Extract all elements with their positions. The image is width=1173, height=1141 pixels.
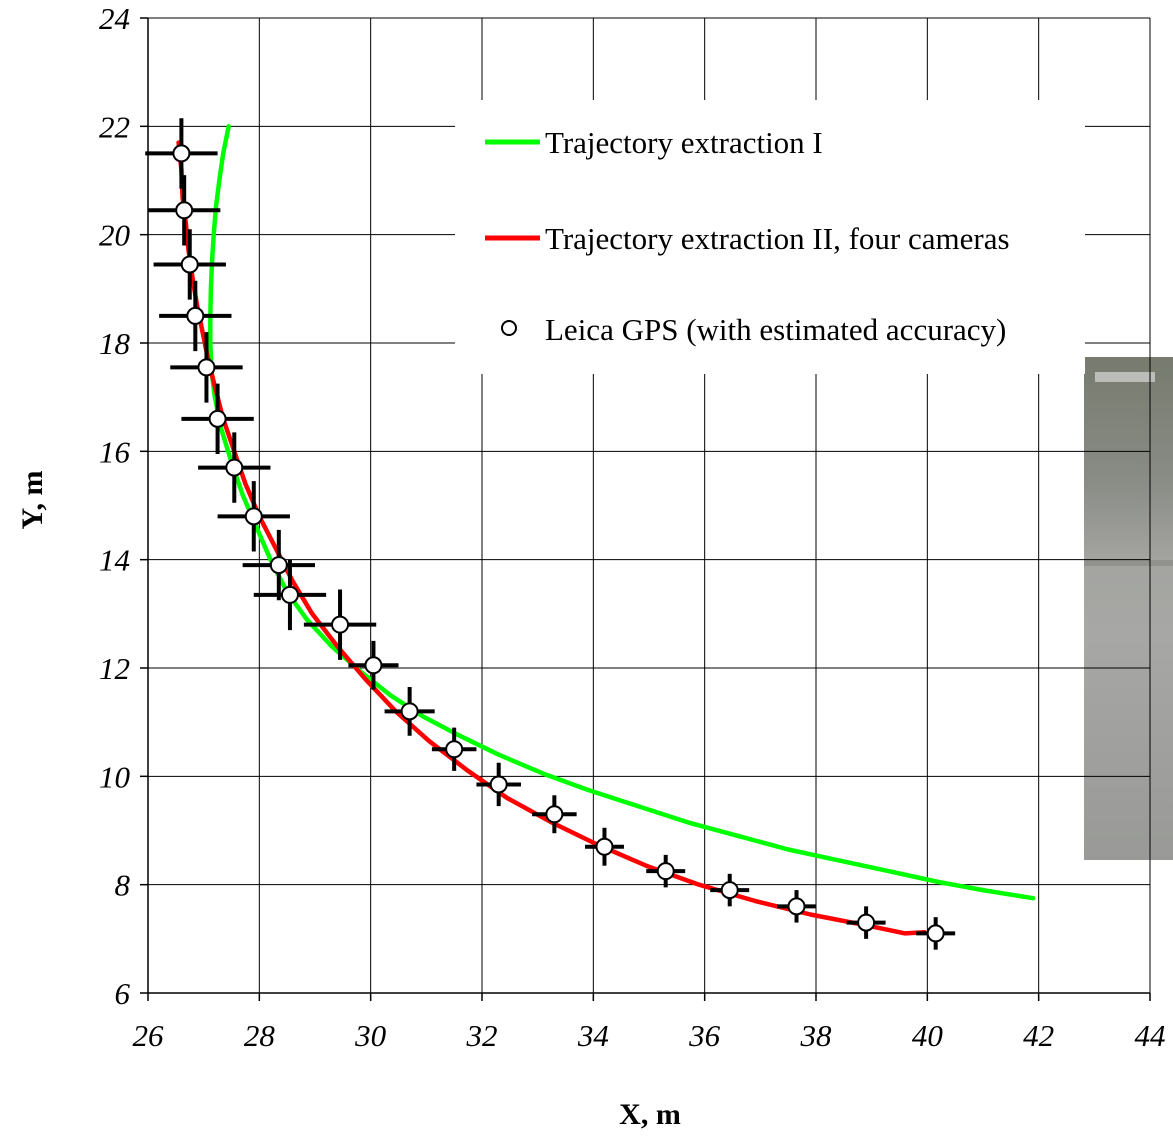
gps-marker xyxy=(175,201,194,220)
x-tick-labels: 26 28 30 32 34 36 38 40 42 44 xyxy=(133,1018,1166,1053)
y-axis-title: Y, m xyxy=(16,471,49,530)
gps-point xyxy=(303,589,377,660)
y-tick-label: 16 xyxy=(99,434,131,469)
gps-point xyxy=(532,795,577,834)
gps-marker xyxy=(400,702,419,721)
gps-point xyxy=(710,873,750,907)
x-tick-label: 40 xyxy=(912,1018,944,1053)
gps-point xyxy=(846,906,886,939)
gps-point xyxy=(476,762,521,807)
gps-marker xyxy=(857,913,876,932)
legend-label-trajectory-2: Trajectory extraction II, four cameras xyxy=(545,221,1010,256)
gps-marker xyxy=(269,556,288,575)
legend-label-gps: Leica GPS (with estimated accuracy) xyxy=(545,312,1006,347)
legend: Trajectory extraction I Trajectory extra… xyxy=(455,100,1085,374)
legend-label-trajectory-1: Trajectory extraction I xyxy=(545,125,823,160)
gps-marker xyxy=(445,740,464,759)
x-tick-label: 32 xyxy=(466,1018,498,1053)
axes xyxy=(140,17,1151,1001)
gps-marker xyxy=(208,409,227,428)
gps-point xyxy=(384,686,435,736)
y-tick-label: 10 xyxy=(99,759,131,794)
gps-marker xyxy=(186,306,205,325)
gps-marker xyxy=(180,255,199,274)
y-tick-label: 24 xyxy=(99,1,130,36)
series-layer xyxy=(145,118,1036,950)
gps-point xyxy=(646,854,686,888)
y-tick-label: 18 xyxy=(99,326,131,361)
gps-marker xyxy=(244,507,263,526)
y-tick-label: 14 xyxy=(99,543,130,578)
gps-point xyxy=(217,481,290,552)
gps-point xyxy=(253,559,327,631)
gps-marker xyxy=(197,358,216,377)
y-tick-labels: 6 8 10 12 14 16 18 20 22 24 xyxy=(99,1,131,1011)
x-tick-label: 44 xyxy=(1135,1018,1166,1053)
gps-point xyxy=(198,432,271,503)
x-axis-title: X, m xyxy=(619,1098,681,1131)
background-photo xyxy=(1084,357,1173,860)
gps-point xyxy=(159,280,232,352)
gps-point xyxy=(777,890,816,923)
y-tick-label: 22 xyxy=(99,109,130,144)
y-tick-label: 20 xyxy=(99,218,131,253)
gps-point xyxy=(348,640,399,690)
gps-point xyxy=(153,229,226,300)
gps-marker xyxy=(926,924,945,943)
gps-point xyxy=(145,118,218,189)
gps-point xyxy=(584,827,624,866)
gps-marker xyxy=(720,881,739,900)
series-line-2 xyxy=(176,140,927,936)
legend-box xyxy=(455,100,1085,374)
x-tick-label: 38 xyxy=(800,1018,833,1053)
series-line-1 xyxy=(208,124,1036,901)
gps-marker xyxy=(172,144,191,163)
y-tick-label: 12 xyxy=(99,651,130,686)
gps-point xyxy=(916,917,956,950)
gps-marker xyxy=(331,615,350,634)
x-tick-label: 30 xyxy=(354,1018,387,1053)
y-tick-label: 6 xyxy=(115,976,131,1011)
x-tick-label: 28 xyxy=(244,1018,276,1053)
gps-marker xyxy=(656,862,675,881)
gps-point xyxy=(242,529,315,601)
y-tick-label: 8 xyxy=(115,868,131,903)
gps-marker xyxy=(545,805,564,824)
gps-point xyxy=(148,175,221,246)
x-tick-label: 42 xyxy=(1023,1018,1054,1053)
gps-marker xyxy=(595,837,614,856)
gps-marker xyxy=(225,458,244,477)
x-tick-label: 34 xyxy=(577,1018,609,1053)
gps-marker xyxy=(364,656,383,675)
gps-point xyxy=(170,332,243,403)
x-tick-label: 26 xyxy=(133,1018,165,1053)
legend-marker-gps xyxy=(501,320,517,336)
gps-marker xyxy=(787,897,806,916)
gps-marker xyxy=(280,585,299,604)
x-tick-label: 36 xyxy=(688,1018,721,1053)
gps-point xyxy=(431,727,477,771)
gps-point xyxy=(181,383,254,455)
gps-marker xyxy=(489,775,508,794)
